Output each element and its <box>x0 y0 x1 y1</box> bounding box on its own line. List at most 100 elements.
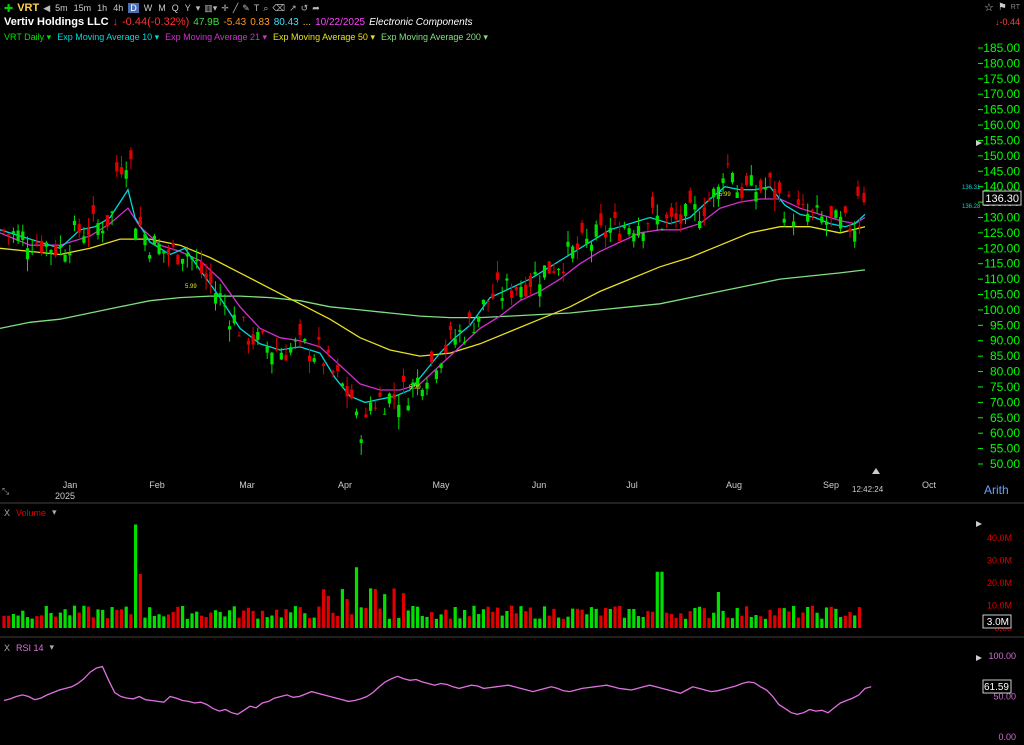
month-label: Apr <box>338 480 352 490</box>
study-3[interactable]: Exp Moving Average 50 ▾ <box>273 32 375 42</box>
price-tick-label: 55.00 <box>990 442 1020 456</box>
candle-body <box>195 260 199 262</box>
earnings-marker[interactable]: 5.99 <box>409 385 421 391</box>
candle-body <box>317 336 321 340</box>
volume-marker-icon <box>976 521 982 527</box>
candle-body <box>453 338 457 345</box>
volume-bar <box>213 610 218 628</box>
candle-body <box>387 393 391 404</box>
study-0[interactable]: VRT Daily ▾ <box>4 32 52 42</box>
volume-bar <box>815 612 819 628</box>
interval-15m[interactable]: 15m <box>73 3 92 13</box>
undo-icon[interactable]: ↺ <box>300 2 309 13</box>
candle-body <box>82 236 86 243</box>
interval-d[interactable]: D <box>128 3 139 13</box>
more-stats[interactable]: ... <box>302 16 312 28</box>
share-icon[interactable]: ➦ <box>312 2 320 13</box>
industry-label: Electronic Components <box>369 16 473 28</box>
interval-1h[interactable]: 1h <box>97 3 108 13</box>
price-tick-label: 175.00 <box>983 72 1020 86</box>
dropdown-icon[interactable]: ▾ <box>49 642 55 652</box>
candle-body <box>416 377 420 387</box>
volume-bar <box>665 612 669 628</box>
study-1[interactable]: Exp Moving Average 10 ▾ <box>57 32 160 42</box>
candle-body <box>16 230 20 241</box>
candle-body <box>284 354 288 361</box>
candle-body <box>312 358 316 362</box>
volume-bar <box>378 608 382 628</box>
candle-body <box>514 287 518 291</box>
earnings-marker[interactable]: 5.99 <box>185 284 197 290</box>
symbol-field[interactable]: VRT <box>17 2 40 14</box>
volume-bar <box>754 615 758 628</box>
candle-body <box>270 352 274 365</box>
volume-label[interactable]: Volume <box>16 507 47 518</box>
last-price-box <box>982 190 1022 206</box>
volume-bar <box>524 611 528 628</box>
candle-body <box>528 275 532 287</box>
candle-body <box>801 203 805 205</box>
interval-q[interactable]: Q <box>171 3 179 13</box>
study-2[interactable]: Exp Moving Average 21 ▾ <box>165 32 268 42</box>
dropdown-icon[interactable]: ▾ <box>195 2 201 13</box>
clock-label: 12:42:24 <box>852 485 884 494</box>
volume-bar <box>63 609 67 628</box>
zoom-reset-icon[interactable]: ⤡ <box>2 486 9 496</box>
volume-bar <box>275 609 279 628</box>
chart-type-icon[interactable]: ▥▾ <box>204 2 218 13</box>
volume-bar <box>472 605 476 628</box>
draw-icon[interactable]: ╱ <box>232 2 239 13</box>
volume-bar <box>105 618 109 628</box>
zoom-icon[interactable]: ⌕ <box>263 2 269 13</box>
price-tick-label: 85.00 <box>990 349 1020 363</box>
pencil-icon[interactable]: ✎ <box>242 2 250 13</box>
dropdown-icon[interactable]: ▾ <box>52 507 57 517</box>
volume-close-button[interactable]: X <box>4 507 11 518</box>
text-tool-icon[interactable]: T <box>253 3 260 13</box>
scroll-up-icon[interactable] <box>872 468 880 474</box>
candle-body <box>157 243 161 255</box>
crosshair-icon[interactable]: ✛ <box>221 2 229 13</box>
delete-icon[interactable]: ⌫ <box>272 2 286 13</box>
volume-bar <box>698 606 702 628</box>
interval-buttons: 5m 15m 1h 4h D W M Q Y <box>54 3 192 13</box>
volume-bar <box>693 608 697 628</box>
interval-w[interactable]: W <box>143 3 153 13</box>
ema-price-label: 136.31 <box>962 185 981 191</box>
volume-bar <box>434 618 438 628</box>
volume-bar <box>326 595 330 628</box>
arrow-icon[interactable]: ↗ <box>289 2 297 13</box>
volume-bar <box>345 599 349 628</box>
rsi-label[interactable]: RSI 14 <box>16 642 44 653</box>
candle-body <box>763 187 767 190</box>
candle-body <box>712 188 716 198</box>
candle-body <box>815 205 819 208</box>
interval-4h[interactable]: 4h <box>113 3 124 13</box>
study-4[interactable]: Exp Moving Average 200 ▾ <box>380 32 488 42</box>
interval-m[interactable]: M <box>158 3 166 13</box>
speaker-icon[interactable]: ◀ <box>43 2 51 13</box>
price-tick-label: 95.00 <box>990 318 1020 332</box>
rsi-close-button[interactable]: X <box>4 642 11 653</box>
earnings-marker[interactable]: 5.99 <box>719 192 731 198</box>
candle-body <box>735 192 739 198</box>
candle-body <box>383 413 387 415</box>
scale-mode-label[interactable]: Arith <box>984 483 1009 497</box>
candle-body <box>369 402 373 411</box>
rsi-line <box>3 665 872 716</box>
volume-bar <box>749 616 753 628</box>
volume-bar <box>242 610 246 628</box>
add-symbol-icon[interactable]: ✚ <box>4 2 14 15</box>
volume-bar <box>411 605 415 628</box>
star-icon[interactable]: ☆ <box>983 2 994 14</box>
flag-icon[interactable]: ⚑ <box>997 2 1007 13</box>
interval-y[interactable]: Y <box>184 3 191 13</box>
volume-bar <box>401 593 406 628</box>
candle-body <box>49 250 53 254</box>
candle-body <box>190 257 194 260</box>
interval-5m[interactable]: 5m <box>55 3 68 13</box>
volume-bar <box>829 606 833 628</box>
year-label: 2025 <box>55 491 75 501</box>
price-tick-label: 160.00 <box>983 118 1020 132</box>
